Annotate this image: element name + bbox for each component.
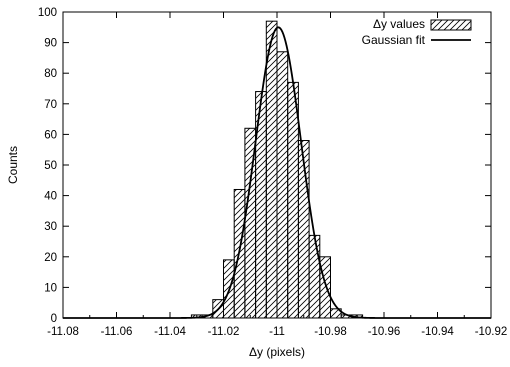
x-tick-label: -11.08 [47, 326, 79, 338]
x-tick-label: -10.94 [421, 326, 454, 338]
y-tick-label: 0 [51, 313, 57, 325]
x-tick-label: -11.06 [101, 326, 133, 338]
y-tick-label: 50 [44, 160, 57, 172]
x-axis-ticks: -11.08 -11.06 -11.04 -11.02 -11 -10.98 -10.96 -… [47, 12, 507, 338]
histogram-bar [308, 234, 321, 319]
x-tick-label: -10.92 [475, 326, 508, 338]
y-axis-label: Counts [6, 146, 20, 184]
y-tick-label: 20 [44, 252, 57, 264]
x-tick-label: -10.96 [368, 326, 401, 338]
x-tick-label: -11.04 [154, 326, 186, 338]
legend-label-gaussian-fit: Gaussian fit [362, 33, 426, 47]
histogram-bar [276, 51, 289, 319]
y-tick-label: 90 [44, 38, 57, 50]
y-tick-label: 40 [44, 191, 57, 203]
y-tick-label: 70 [44, 99, 57, 111]
y-tick-label: 30 [44, 221, 57, 233]
y-tick-label: 60 [44, 129, 57, 141]
y-tick-label: 80 [44, 68, 57, 80]
legend-label-histogram: Δy values [373, 17, 425, 31]
y-tick-label: 10 [44, 282, 57, 294]
x-tick-label: -11.02 [208, 326, 240, 338]
x-tick-label: -10.98 [314, 326, 347, 338]
legend-swatch-histogram [430, 19, 472, 31]
histogram-bar [287, 81, 299, 319]
histogram-bar [265, 20, 278, 319]
y-axis-ticks: 0 10 20 30 40 50 60 70 80 90 100 [38, 7, 491, 325]
x-tick-label: -11 [269, 326, 285, 338]
chart-legend: Δy values Gaussian fit [362, 17, 472, 47]
y-tick-label: 100 [38, 7, 57, 19]
x-axis-label: Δy (pixels) [249, 345, 305, 359]
histogram-bars [190, 20, 364, 319]
